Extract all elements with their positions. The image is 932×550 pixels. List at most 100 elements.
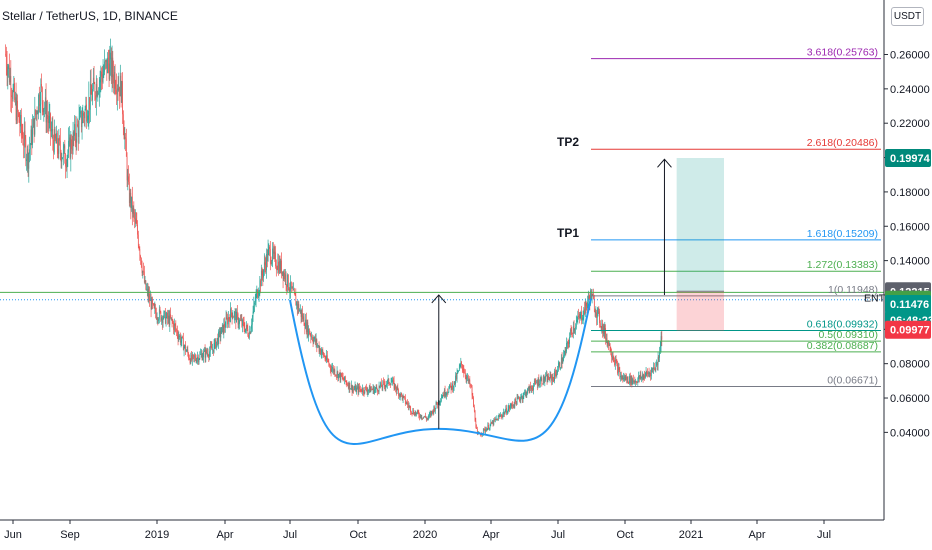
candle-body [644, 375, 645, 379]
candle-body [312, 340, 314, 343]
candle-body [371, 389, 373, 391]
candle-body [580, 312, 582, 315]
candle-body [444, 389, 446, 396]
candle-body [20, 114, 21, 127]
candle-body [155, 313, 157, 319]
candle-body [44, 107, 45, 109]
candle-body [238, 323, 240, 325]
candle-body [424, 415, 426, 417]
candle-body [252, 311, 254, 317]
candle-body [175, 325, 177, 330]
candle-body [24, 130, 26, 140]
drawings-layer: 3.618(0.25763) 2.618(0.20486) 1.618(0.1520… [0, 47, 886, 445]
candle-body [58, 137, 60, 154]
candle-body [576, 319, 578, 323]
candle-body [68, 137, 70, 141]
candle-body [197, 356, 198, 359]
fib-level-label: 1.618(0.15209) [807, 228, 878, 240]
candle-body [47, 118, 49, 124]
candle-body [112, 57, 114, 75]
candle-body [73, 132, 75, 136]
candle-body [390, 382, 392, 385]
candle-body [403, 396, 405, 397]
candle-body [11, 95, 12, 98]
candle-body [472, 395, 474, 399]
candle-body [385, 385, 387, 388]
candle-body [194, 356, 196, 360]
candle-body [11, 97, 13, 99]
candle-body [195, 359, 197, 362]
candle-body [402, 396, 404, 400]
candle-body [422, 417, 423, 419]
candle-body [299, 309, 301, 311]
candle-body [655, 365, 657, 370]
candle-body [266, 253, 267, 271]
candle-body [284, 272, 285, 280]
candle-body [224, 323, 225, 328]
candle-body [559, 362, 561, 369]
candle-body [164, 311, 165, 313]
candle-body [538, 378, 540, 386]
candle-body [470, 385, 471, 386]
candle-body [521, 395, 523, 400]
candle-body [582, 317, 584, 320]
candle-body [23, 130, 25, 146]
candle-body [211, 347, 213, 350]
candle-body [406, 402, 408, 404]
candle-body [338, 374, 339, 379]
candle-body [227, 317, 229, 325]
candle-body [6, 66, 8, 76]
candle-body [500, 415, 501, 417]
candle-body [527, 388, 528, 394]
candle-body [425, 417, 427, 420]
candle-body [622, 375, 624, 380]
candle-body [548, 376, 549, 380]
candle-body [152, 298, 153, 304]
candle-body [443, 389, 445, 397]
candle-body [368, 385, 370, 390]
candle-body [507, 408, 509, 413]
candle-body [607, 340, 609, 345]
candle-body [656, 362, 657, 366]
candle-body [328, 361, 330, 365]
candle-body [467, 376, 468, 378]
candle-body [515, 401, 517, 405]
candle-body [226, 317, 228, 319]
candle-body [362, 388, 364, 393]
candle-body [209, 346, 211, 352]
candle-body [454, 381, 456, 384]
candle-body [656, 362, 658, 366]
candle-body [437, 404, 438, 405]
candle-body [272, 248, 273, 262]
time-tick-label: Apr [216, 529, 233, 541]
candle-body [584, 308, 585, 315]
candle-body [609, 343, 611, 352]
candle-body [88, 97, 90, 116]
candle-body [173, 324, 175, 330]
candle-body [440, 397, 442, 402]
candle-body [338, 372, 340, 375]
candle-body [314, 337, 316, 343]
candle-body [219, 331, 221, 338]
candle-body [285, 274, 287, 285]
candle-body [77, 124, 78, 127]
candle-body [466, 377, 468, 380]
candle-body [343, 379, 345, 381]
candle-body [370, 389, 372, 393]
candle-body [75, 138, 77, 143]
candle-body [504, 411, 506, 415]
candle-body [413, 410, 414, 415]
candle-body [635, 380, 636, 383]
candle-body [494, 418, 496, 420]
currency-button[interactable]: USDT [891, 7, 924, 26]
candle-body [584, 301, 586, 315]
candle-body [419, 415, 420, 418]
candle-body [142, 271, 144, 273]
candle-body [274, 251, 276, 253]
candle-body [100, 71, 102, 80]
candle-body [351, 384, 353, 392]
candle-body [602, 325, 604, 334]
candle-body [360, 389, 362, 392]
candle-body [647, 372, 648, 375]
